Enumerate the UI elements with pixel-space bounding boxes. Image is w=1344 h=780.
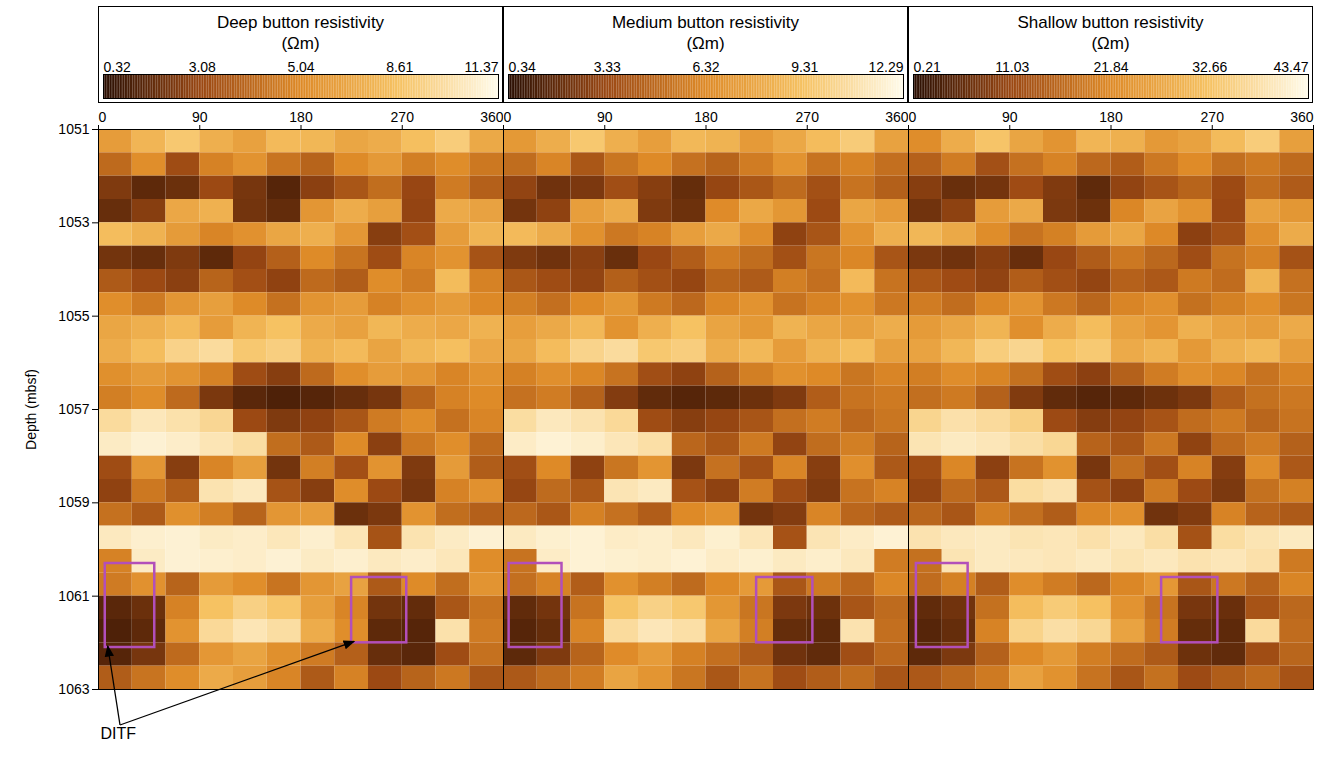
svg-text:360: 360 (885, 109, 909, 125)
svg-text:21.84: 21.84 (1093, 59, 1128, 75)
svg-text:1055: 1055 (58, 308, 89, 324)
svg-text:1063: 1063 (58, 681, 89, 697)
svg-text:1061: 1061 (58, 588, 89, 604)
svg-text:180: 180 (694, 109, 718, 125)
html-text:Medium button resistivity: Medium button resistivity (612, 13, 799, 32)
svg-text:3.08: 3.08 (189, 59, 216, 75)
svg-text:32.66: 32.66 (1192, 59, 1227, 75)
svg-text:0.34: 0.34 (509, 59, 536, 75)
svg-text:270: 270 (1201, 109, 1225, 125)
svg-text:9.31: 9.31 (791, 59, 818, 75)
svg-text:90: 90 (1002, 109, 1018, 125)
svg-text:0: 0 (504, 109, 512, 125)
svg-text:3.33: 3.33 (594, 59, 621, 75)
svg-text:180: 180 (289, 109, 313, 125)
svg-text:1051: 1051 (58, 121, 89, 137)
html-text:(Ωm): (Ωm) (1091, 34, 1130, 53)
svg-text:1059: 1059 (58, 494, 89, 510)
svg-text:0.21: 0.21 (914, 59, 941, 75)
svg-text:12.29: 12.29 (868, 59, 903, 75)
svg-text:5.04: 5.04 (287, 59, 314, 75)
svg-text:1053: 1053 (58, 214, 89, 230)
svg-text:Depth (mbsf): Depth (mbsf) (23, 369, 39, 450)
html-text:(Ωm): (Ωm) (686, 34, 725, 53)
svg-text:8.61: 8.61 (386, 59, 413, 75)
html-text:Shallow button resistivity: Shallow button resistivity (1017, 13, 1204, 32)
svg-text:180: 180 (1099, 109, 1123, 125)
svg-text:270: 270 (391, 109, 415, 125)
svg-text:11.37: 11.37 (465, 59, 499, 75)
svg-text:360: 360 (480, 109, 504, 125)
svg-text:360: 360 (1290, 109, 1314, 125)
svg-text:90: 90 (192, 109, 208, 125)
svg-text:6.32: 6.32 (692, 59, 719, 75)
svg-text:0: 0 (909, 109, 917, 125)
svg-text:0: 0 (99, 109, 107, 125)
svg-text:11.03: 11.03 (995, 59, 1029, 75)
svg-text:1057: 1057 (58, 401, 89, 417)
html-text:Deep button resistivity: Deep button resistivity (216, 13, 385, 32)
svg-text:90: 90 (597, 109, 613, 125)
svg-text:DITF: DITF (101, 725, 137, 742)
html-text:(Ωm): (Ωm) (281, 34, 320, 53)
svg-text:0.32: 0.32 (104, 59, 131, 75)
svg-text:270: 270 (796, 109, 820, 125)
svg-text:43.47: 43.47 (1273, 59, 1308, 75)
